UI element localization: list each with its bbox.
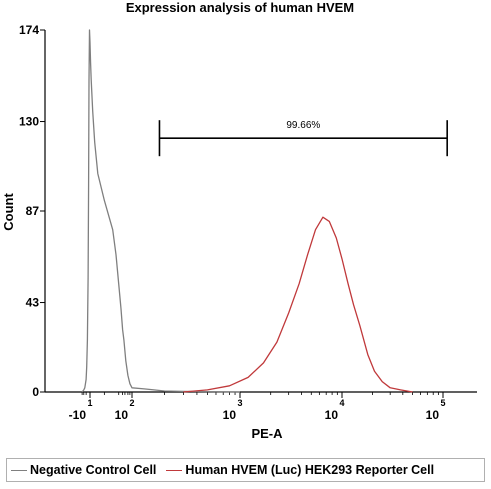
legend-swatch-negative-control (11, 469, 27, 471)
x-tick-label: 10 (426, 408, 440, 422)
legend-label-negative-control: Negative Control Cell (30, 463, 157, 477)
x-tick-exponent: 4 (339, 398, 344, 408)
histogram-chart: Expression analysis of human HVEM 043871… (1, 0, 477, 441)
y-tick-label: 174 (19, 23, 39, 37)
gate-percent-label: 99.66% (286, 120, 320, 131)
x-tick-exponent: 5 (440, 398, 445, 408)
legend-swatch-hvem-reporter (166, 469, 183, 471)
y-axis-label: Count (1, 193, 16, 231)
legend-label-hvem-reporter: Human HVEM (Luc) HEK293 Reporter Cell (185, 463, 435, 477)
x-tick-label: 10 (115, 408, 129, 422)
series-negative-control-line (81, 29, 241, 393)
y-tick-label: 43 (26, 296, 40, 310)
legend-item-hvem-reporter: Human HVEM (Luc) HEK293 Reporter Cell (162, 463, 434, 477)
x-tick-label: 10 (223, 408, 237, 422)
x-tick-label: -10 (69, 408, 87, 422)
x-tick-exponent: 1 (87, 398, 92, 408)
x-tick-exponent: 2 (129, 398, 134, 408)
y-tick-label: 87 (26, 204, 40, 218)
chart-title: Expression analysis of human HVEM (126, 0, 354, 15)
legend-item-negative-control: Negative Control Cell (7, 463, 156, 477)
x-tick-exponent: 3 (237, 398, 242, 408)
x-tick-label: 10 (325, 408, 339, 422)
x-axis-label: PE-A (251, 426, 283, 441)
series-hvem-reporter-line (183, 216, 413, 393)
chart-legend: Negative Control Cell Human HVEM (Luc) H… (6, 458, 485, 482)
y-tick-label: 0 (32, 385, 39, 399)
y-tick-label: 130 (19, 115, 39, 129)
